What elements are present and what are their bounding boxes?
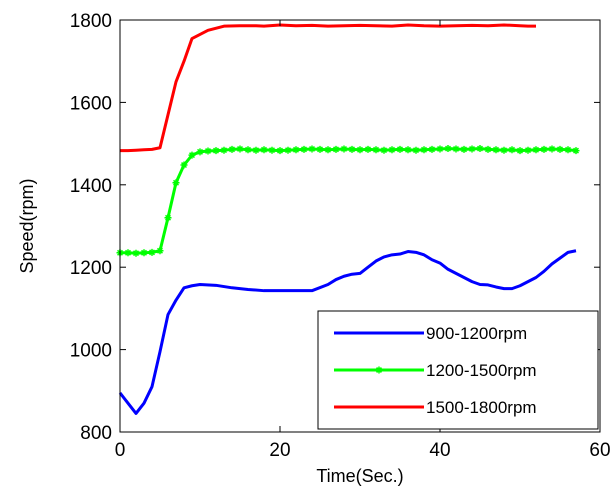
data-point [164,214,172,222]
series-line [120,147,577,255]
data-point [316,145,324,153]
data-point [564,146,572,154]
data-point [532,146,540,154]
legend: 900-1200rpm 1200-1500rpm 1500-1800rpm [317,310,599,430]
data-point [548,145,556,153]
x-tick-label: 60 [589,440,610,461]
data-point [204,147,212,155]
legend-item: 1200-1500rpm [334,361,537,380]
data-point [476,145,484,153]
series-layer [116,23,580,415]
data-point [492,146,500,154]
data-point [452,145,460,153]
data-point [380,146,388,154]
data-point [540,145,548,153]
data-point [196,148,204,156]
data-point [436,145,444,153]
data-point [324,146,332,154]
series-0 [118,249,577,415]
data-point [268,146,276,154]
y-tick-label: 1600 [70,93,112,114]
data-point [404,146,412,154]
data-point [372,146,380,154]
legend-label: 1200-1500rpm [426,361,537,380]
x-axis-label: Time(Sec.) [316,466,403,486]
data-point [500,146,508,154]
data-point [468,145,476,153]
legend-marker [375,366,383,374]
data-point [516,147,524,155]
data-point [572,147,580,155]
series-2 [120,23,536,153]
y-tick-label: 1200 [70,258,112,279]
data-point [132,249,140,257]
legend-item: 1500-1800rpm [334,398,537,417]
data-point [292,146,300,154]
data-point [300,145,308,153]
data-point [412,146,420,154]
data-point [428,145,436,153]
data-point [148,248,156,256]
legend-label: 1500-1800rpm [426,398,537,417]
series-line [120,23,536,153]
data-point [276,147,284,155]
series-1 [116,145,580,257]
data-point [180,161,188,169]
y-axis-label: Speed(rpm) [17,178,37,273]
data-point [420,146,428,154]
data-point [124,249,132,257]
data-point [140,249,148,257]
data-point [236,145,244,153]
data-point [220,146,228,154]
data-point [212,147,220,155]
data-point [284,146,292,154]
data-point [156,247,164,255]
data-point [524,146,532,154]
data-point [556,145,564,153]
data-point [484,145,492,153]
data-point [172,179,180,187]
y-tick-label: 1000 [70,341,112,362]
legend-item: 900-1200rpm [334,324,527,343]
data-point [228,145,236,153]
x-tick-label: 0 [115,440,126,461]
data-point [508,146,516,154]
x-tick-label: 40 [429,440,450,461]
data-point [340,145,348,153]
data-point [356,146,364,154]
data-point [244,146,252,154]
data-point [188,151,196,159]
legend-label: 900-1200rpm [426,324,527,343]
y-tick-label: 800 [80,423,112,444]
data-point [260,146,268,154]
data-point [252,146,260,154]
data-point [396,145,404,153]
data-point [308,145,316,153]
y-tick-label: 1400 [70,176,112,197]
data-point [460,145,468,153]
data-point [444,145,452,153]
series-line [118,249,577,415]
x-tick-label: 20 [269,440,290,461]
data-point [348,145,356,153]
data-point [388,146,396,154]
plot-frame [119,19,601,433]
data-point [364,145,372,153]
y-tick-label: 1800 [70,11,112,32]
data-point [332,145,340,153]
ticks-layer: 0 20 40 60 800 1000 1200 1400 1600 1800 [70,11,611,461]
